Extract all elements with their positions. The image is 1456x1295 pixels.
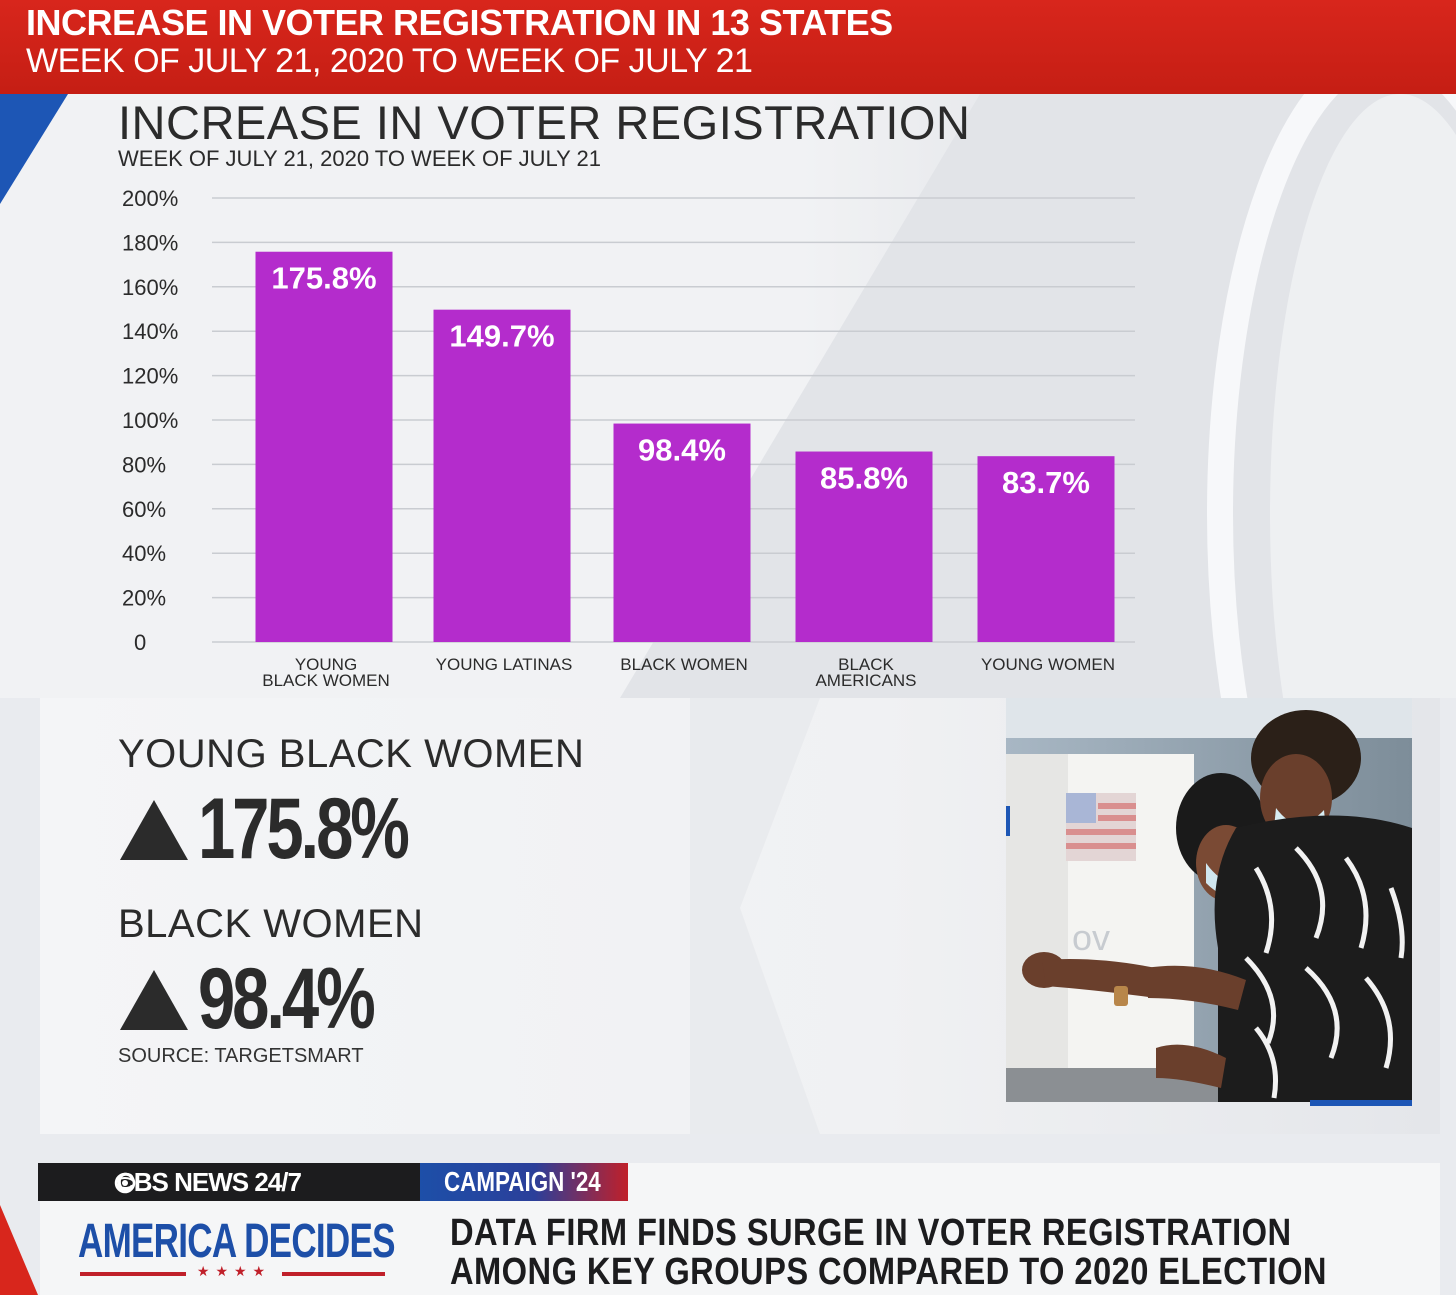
y-tick-label: 40% — [122, 541, 166, 566]
y-tick-label: 140% — [122, 319, 178, 344]
headline-line-1: DATA FIRM FINDS SURGE IN VOTER REGISTRAT… — [450, 1212, 1292, 1254]
bar-value-label: 98.4% — [638, 433, 726, 468]
x-category-label: BLACK — [838, 655, 894, 674]
y-tick-label: 180% — [122, 230, 178, 255]
cbs-eye-logo-icon — [114, 1172, 136, 1194]
y-tick-label: 160% — [122, 275, 178, 300]
x-category-label: YOUNG WOMEN — [981, 655, 1115, 674]
bar — [977, 456, 1115, 642]
photo-accent-bar — [1310, 1100, 1412, 1106]
stat-row-young-black-women: 175.8% — [120, 780, 466, 879]
bar — [613, 423, 751, 642]
brand-stars-icon: ★★★★ — [186, 1263, 282, 1280]
section-tab: CAMPAIGN '24 — [420, 1163, 628, 1201]
y-tick-label: 120% — [122, 364, 178, 389]
bar-value-label: 175.8% — [271, 261, 376, 296]
red-corner-accent — [0, 1205, 38, 1295]
headline-line-2: AMONG KEY GROUPS COMPARED TO 2020 ELECTI… — [450, 1251, 1327, 1293]
y-tick-label: 200% — [122, 186, 178, 211]
stat-label-black-women: BLACK WOMEN — [118, 902, 424, 946]
y-tick-label: 60% — [122, 497, 166, 522]
stat-value-black-women: 98.4% — [198, 951, 376, 1047]
y-tick-label: 0 — [134, 630, 146, 655]
up-triangle-icon — [120, 799, 188, 860]
y-tick-label: 20% — [122, 586, 166, 611]
voters-photo: ov — [1006, 698, 1412, 1102]
stat-row-black-women: 98.4% — [120, 950, 422, 1049]
y-tick-label: 80% — [122, 452, 166, 477]
top-banner: INCREASE IN VOTER REGISTRATION IN 13 STA… — [0, 0, 1456, 94]
x-category-label: YOUNG LATINAS — [436, 655, 573, 674]
bar-value-label: 85.8% — [820, 461, 908, 496]
bar-chart: INCREASE IN VOTER REGISTRATION WEEK OF J… — [118, 96, 1135, 690]
bar-value-label: 149.7% — [449, 319, 554, 354]
x-category-label: YOUNG — [295, 655, 357, 674]
bar — [433, 309, 571, 642]
stat-label-young-black-women: YOUNG BLACK WOMEN — [118, 732, 585, 776]
x-category-label: BLACK WOMEN — [262, 671, 390, 690]
stats-background-shape — [690, 698, 820, 1134]
banner-subtitle: WEEK OF JULY 21, 2020 TO WEEK OF JULY 21 — [26, 42, 753, 80]
stat-value-young-black-women: 175.8% — [198, 781, 410, 877]
svg-text:ov: ov — [1072, 917, 1110, 958]
chart-subtitle: WEEK OF JULY 21, 2020 TO WEEK OF JULY 21 — [118, 146, 601, 171]
bar — [795, 451, 933, 642]
bar — [255, 251, 393, 642]
network-tab: CBS NEWS 24/7 — [38, 1163, 420, 1201]
blue-corner-accent — [0, 94, 68, 204]
show-brand: AMERICA DECIDES — [78, 1215, 395, 1268]
section-label: CAMPAIGN '24 — [444, 1166, 601, 1197]
x-category-label: AMERICANS — [815, 671, 916, 690]
chart-title: INCREASE IN VOTER REGISTRATION — [118, 96, 970, 149]
x-category-label: BLACK WOMEN — [620, 655, 748, 674]
network-label: CBS NEWS 24/7 — [116, 1167, 302, 1197]
up-triangle-icon — [120, 969, 188, 1030]
y-tick-label: 100% — [122, 408, 178, 433]
banner-title: INCREASE IN VOTER REGISTRATION IN 13 STA… — [26, 2, 893, 43]
bar-value-label: 83.7% — [1002, 465, 1090, 500]
source-note: SOURCE: TARGETSMART — [118, 1045, 364, 1067]
